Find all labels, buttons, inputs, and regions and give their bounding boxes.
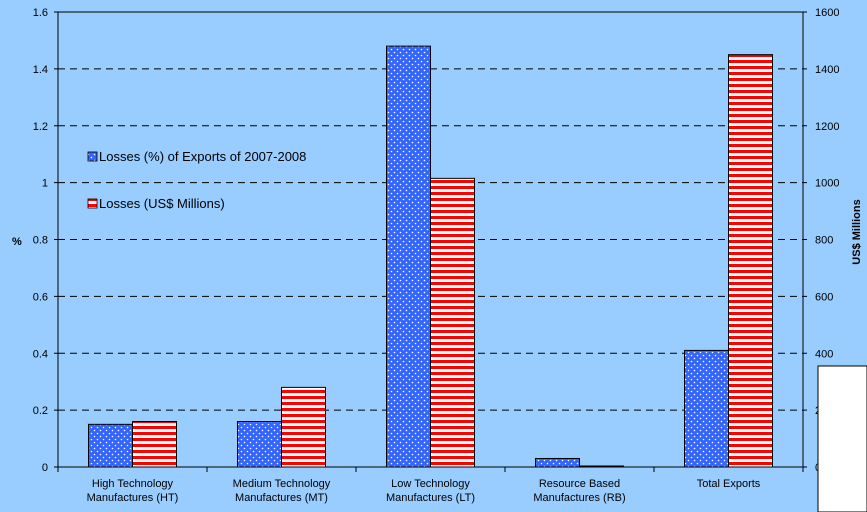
right-tick-label: 600 (815, 291, 833, 303)
category-label: Manufactures (HT) (87, 492, 179, 504)
left-tick-label: 0.2 (33, 405, 48, 417)
left-tick-label: 1.4 (33, 64, 48, 76)
left-tick-label: 0 (42, 462, 48, 474)
bar-losses-usd (133, 422, 177, 468)
category-label: Total Exports (697, 478, 761, 490)
bar-losses-usd (282, 387, 326, 467)
right-tick-label: 1600 (815, 7, 839, 19)
legend-label-losses-pct: Losses (%) of Exports of 2007-2008 (99, 149, 306, 164)
right-tick-label: 400 (815, 348, 833, 360)
left-tick-label: 0.6 (33, 291, 48, 303)
bar-losses-pct (685, 350, 729, 467)
legend-swatch-losses-pct (88, 152, 97, 161)
category-label: Manufactures (LT) (386, 492, 475, 504)
left-tick-label: 0.8 (33, 235, 48, 247)
legend-label-losses-usd: Losses (US$ Millions) (99, 196, 225, 211)
left-tick-label: 0.4 (33, 348, 48, 360)
legend-swatch-losses-usd (88, 199, 97, 208)
bar-losses-pct (387, 46, 431, 467)
bar-losses-pct (238, 422, 282, 468)
category-label: Manufactures (MT) (235, 492, 328, 504)
bars (89, 46, 773, 467)
category-label: Resource Based (539, 478, 620, 490)
category-label: Manufactures (RB) (533, 492, 625, 504)
category-label: High Technology (92, 478, 174, 490)
bar-losses-usd (431, 178, 475, 467)
left-tick-label: 1 (42, 178, 48, 190)
right-tick-label: 1400 (815, 64, 839, 76)
left-tick-label: 1.2 (33, 121, 48, 133)
bar-losses-usd (729, 55, 773, 467)
right-tick-label: 1200 (815, 121, 839, 133)
legend: Losses (%) of Exports of 2007-2008 Losses… (88, 149, 306, 211)
category-label: Low Technology (391, 478, 470, 490)
y-axis-title-left: % (12, 236, 22, 248)
category-label: Medium Technology (233, 478, 331, 490)
right-tick-label: 1000 (815, 178, 839, 190)
y-axis-title-right: US$ Millions (851, 199, 863, 264)
overlay-box (818, 366, 867, 512)
bar-losses-pct (89, 424, 133, 467)
bar-losses-pct (536, 458, 580, 467)
right-tick-label: 800 (815, 235, 833, 247)
left-tick-label: 1.6 (33, 7, 48, 19)
